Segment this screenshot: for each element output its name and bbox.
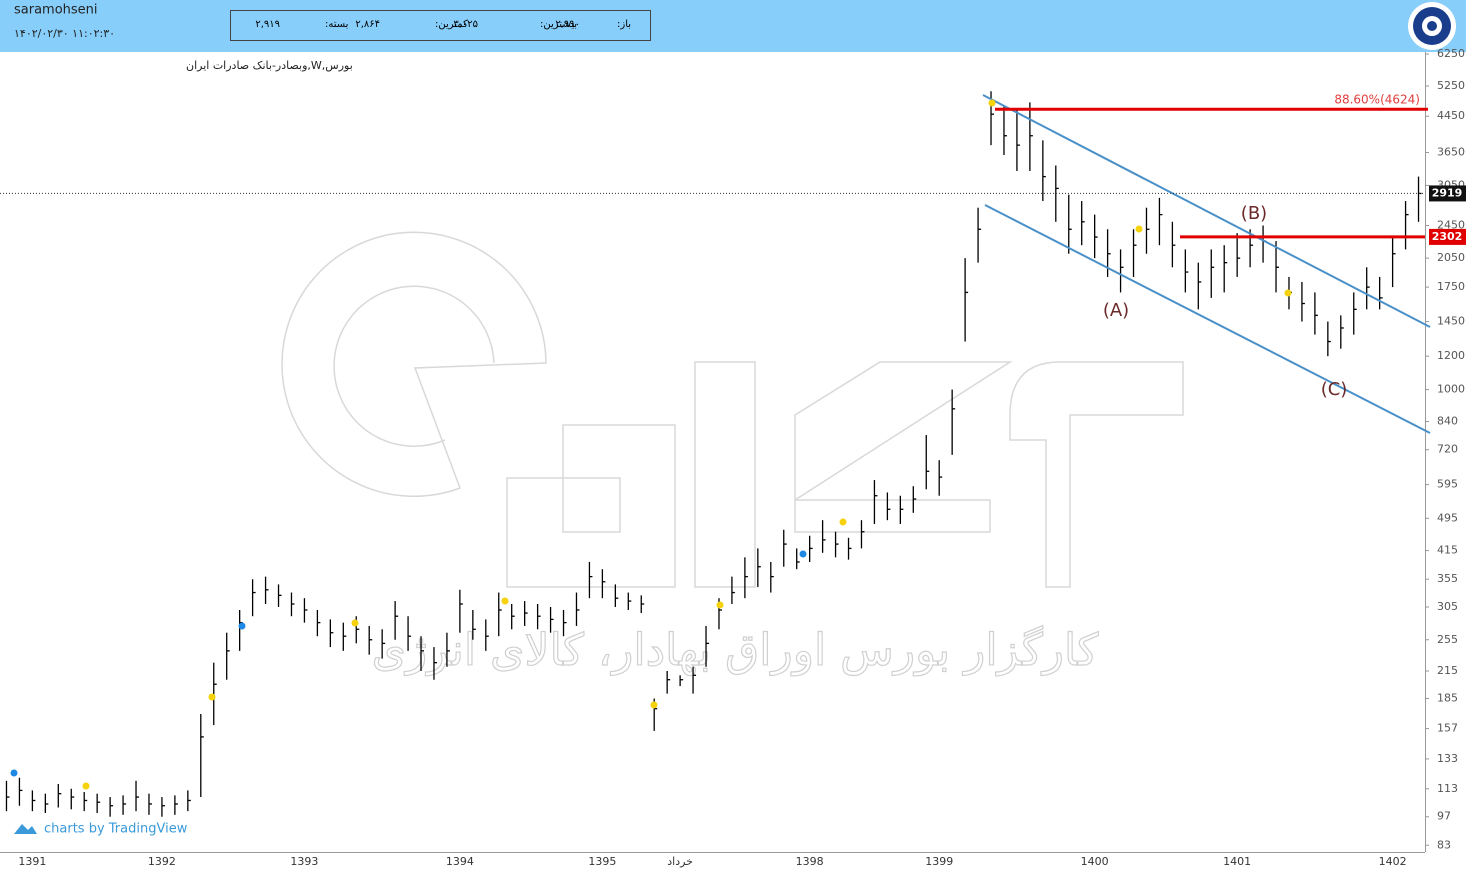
y-tick-label: 2450 <box>1437 219 1465 232</box>
wave-label: (B) <box>1241 203 1267 224</box>
y-tick-label: 255 <box>1437 633 1458 646</box>
quote-label: کمترین: <box>435 19 468 30</box>
y-tick-label: 1200 <box>1437 349 1465 362</box>
quote-label: بسته: <box>325 19 348 30</box>
x-tick-label: 1398 <box>796 855 824 868</box>
level-box <box>1429 228 1466 245</box>
last-price-box <box>1429 185 1466 202</box>
y-tick-label: 355 <box>1437 572 1458 585</box>
y-tick-label: 595 <box>1437 478 1458 491</box>
y-tick-label: 495 <box>1437 511 1458 524</box>
y-tick-label: 6250 <box>1437 47 1465 60</box>
x-tick-label: 1395 <box>588 855 616 868</box>
watermark-logo <box>281 231 1184 588</box>
level-label: 2302 <box>1432 230 1463 243</box>
y-tick-label: 185 <box>1437 692 1458 705</box>
quote-value: ۳,۰۲۵ <box>453 19 478 30</box>
watermark-text: کارگزار بورس اوراق بهادار، کالای انرژی <box>372 625 1099 676</box>
x-tick-label: خرداد <box>667 855 693 868</box>
channel-lower <box>984 204 1431 434</box>
quote-box <box>230 10 651 41</box>
symbol: بورس,W,وبصادر-بانک صادرات ایران <box>186 59 353 72</box>
credit: charts by TradingView <box>44 822 188 837</box>
y-tick-label: 415 <box>1437 544 1458 557</box>
bars <box>5 91 1422 817</box>
y-tick-label: 1450 <box>1437 315 1465 328</box>
y-tick-label: 720 <box>1437 443 1458 456</box>
quote-value: ۲,۸۶۴ <box>355 19 380 30</box>
credit-icon <box>14 824 37 834</box>
y-tick-label: 83 <box>1437 838 1451 851</box>
y-tick-label: 1750 <box>1437 280 1465 293</box>
x-tick-label: 1402 <box>1379 855 1407 868</box>
y-tick-label: 1000 <box>1437 383 1465 396</box>
y-tick-label: 5250 <box>1437 79 1465 92</box>
x-tick-label: 1401 <box>1223 855 1251 868</box>
channel-upper <box>982 94 1431 328</box>
y-tick-label: 305 <box>1437 600 1458 613</box>
quote-label: باز: <box>617 19 631 30</box>
quote-value: ۲,۹۱۹ <box>255 19 280 30</box>
x-tick-label: 1393 <box>290 855 318 868</box>
logo <box>1408 2 1456 50</box>
signal-dots <box>10 99 1292 790</box>
y-tick-label: 3650 <box>1437 146 1465 159</box>
quote-value: ۲,۹۹۰ <box>555 19 580 30</box>
fib-label: 88.60%(4624) <box>1334 93 1420 107</box>
y-tick-label: 215 <box>1437 664 1458 677</box>
datetime: ۱۴۰۲/۰۲/۳۰ ۱۱:۰۲:۳۰ <box>14 27 115 40</box>
x-tick-label: 1399 <box>925 855 953 868</box>
x-tick-label: 1394 <box>446 855 474 868</box>
y-tick-label: 133 <box>1437 752 1458 765</box>
y-tick-label: 97 <box>1437 810 1451 823</box>
last-price-label: 2919 <box>1432 186 1463 199</box>
x-tick-label: 1391 <box>18 855 46 868</box>
y-tick-label: 2050 <box>1437 251 1465 264</box>
x-tick-label: 1392 <box>148 855 176 868</box>
wave-label: (C) <box>1321 379 1348 400</box>
y-tick-label: 4450 <box>1437 109 1465 122</box>
y-tick-label: 113 <box>1437 782 1458 795</box>
y-tick-label: 840 <box>1437 414 1458 427</box>
x-tick-label: 1400 <box>1081 855 1109 868</box>
quote-label: بیشترین: <box>540 19 577 30</box>
wave-label: (A) <box>1103 300 1129 321</box>
header-bar <box>0 0 1466 52</box>
user: saramohseni <box>14 3 98 18</box>
y-tick-label: 157 <box>1437 722 1458 735</box>
